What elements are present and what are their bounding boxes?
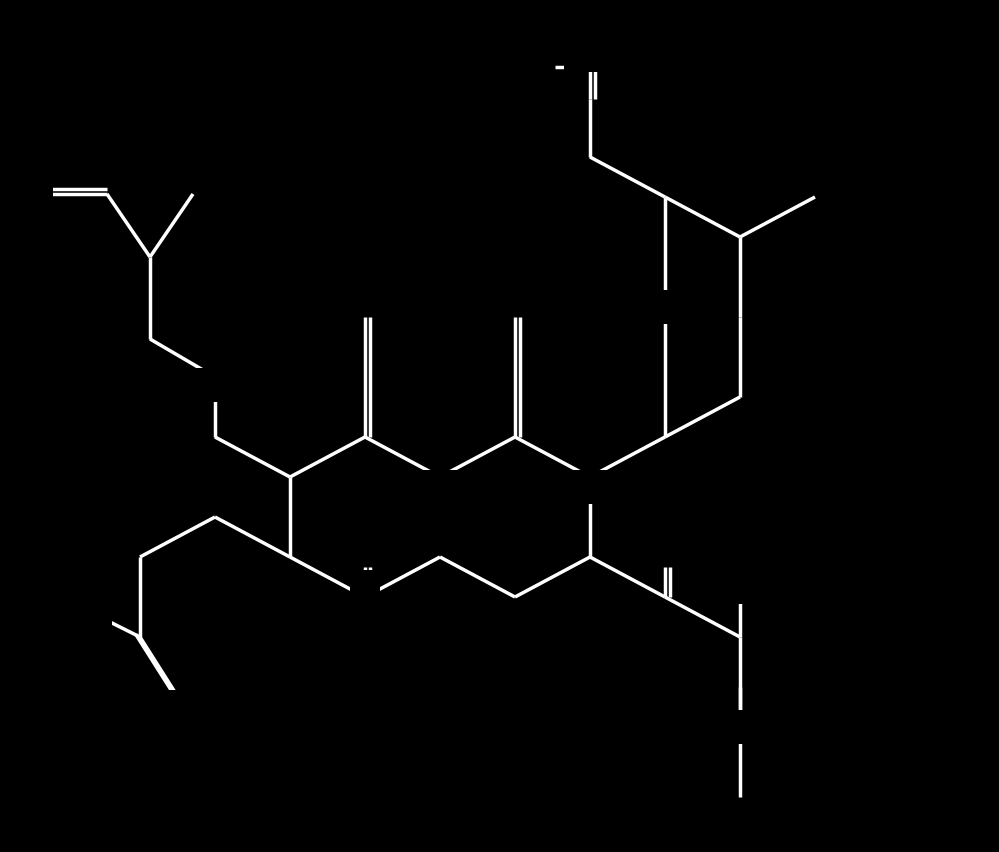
Text: O: O <box>167 694 189 721</box>
Text: NH: NH <box>569 474 610 502</box>
Text: NH: NH <box>792 643 838 671</box>
Text: H₂N: H₂N <box>51 603 109 631</box>
Text: O: O <box>354 573 377 602</box>
Text: HN: HN <box>192 371 238 400</box>
Text: O: O <box>532 294 553 321</box>
Text: O: O <box>354 573 376 602</box>
Text: O: O <box>753 104 777 132</box>
Text: HN: HN <box>194 371 236 400</box>
Text: O: O <box>754 104 776 132</box>
Text: NH: NH <box>417 474 464 502</box>
Text: NH: NH <box>566 474 613 502</box>
Text: NH: NH <box>420 474 461 502</box>
Text: NH: NH <box>644 294 685 321</box>
Text: O: O <box>383 294 404 321</box>
Text: NH: NH <box>642 294 688 321</box>
Text: H₂N: H₂N <box>54 603 106 631</box>
Text: OH: OH <box>566 42 613 70</box>
Text: O: O <box>382 294 405 321</box>
Text: O: O <box>531 294 554 321</box>
Text: NH: NH <box>717 573 763 602</box>
Text: NH: NH <box>719 573 761 602</box>
Text: OH: OH <box>568 42 611 70</box>
Text: O: O <box>27 181 49 209</box>
Text: O: O <box>166 694 190 721</box>
Text: O: O <box>26 181 50 209</box>
Text: NH: NH <box>794 643 836 671</box>
Text: NH: NH <box>717 713 763 741</box>
Text: NH: NH <box>719 713 761 741</box>
